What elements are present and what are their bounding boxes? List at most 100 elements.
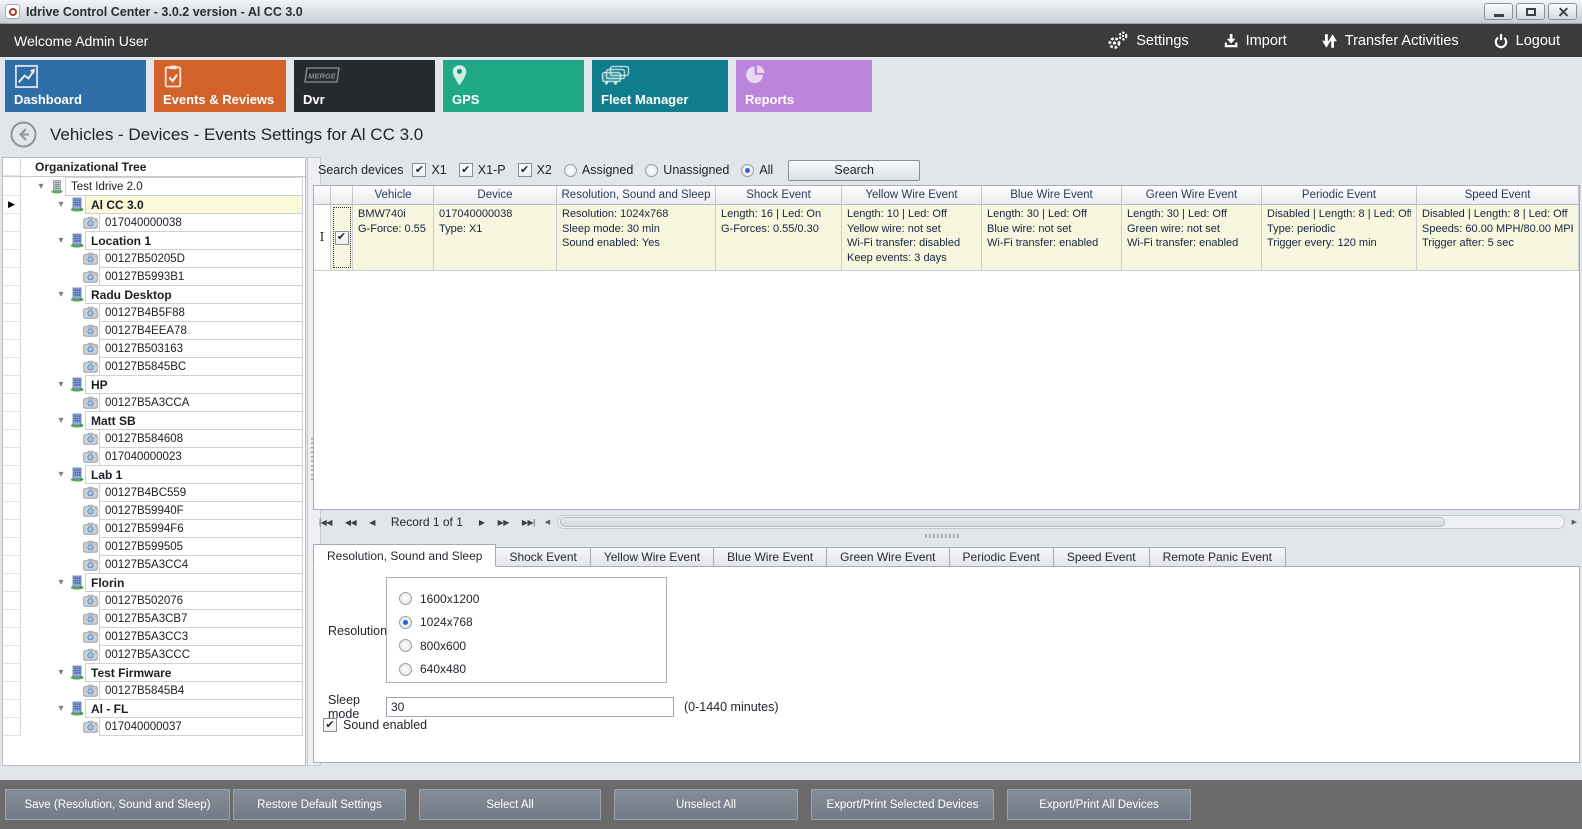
back-button[interactable] xyxy=(10,121,37,148)
module-tab-events-reviews[interactable]: Events & Reviews xyxy=(154,60,286,112)
tree-row-00127b5a3ccc[interactable]: 00127B5A3CCC xyxy=(3,645,305,664)
module-tab-dashboard[interactable]: Dashboard xyxy=(5,60,146,112)
tree-row-al-fl[interactable]: ▾ Al - FL xyxy=(3,699,305,718)
tab-resolution-sound-and-sleep[interactable]: Resolution, Sound and Sleep xyxy=(313,544,497,567)
radio-all[interactable] xyxy=(741,163,755,177)
footer-button-export-print-all-devices[interactable]: Export/Print All Devices xyxy=(1007,789,1191,820)
tree-row-00127b502076[interactable]: 00127B502076 xyxy=(3,591,305,610)
tree-row-017040000023[interactable]: 017040000023 xyxy=(3,447,305,466)
tree-row-00127b5993b1[interactable]: 00127B5993B1 xyxy=(3,267,305,286)
column-header-shock-event[interactable]: Shock Event xyxy=(716,186,842,205)
record-first-button[interactable]: |◀◀ xyxy=(319,517,332,527)
tree-row-00127b5a3cb7[interactable]: 00127B5A3CB7 xyxy=(3,609,305,628)
horizontal-splitter-grip[interactable] xyxy=(925,534,959,538)
horizontal-scrollbar[interactable] xyxy=(557,515,1565,529)
tree-row-00127b59940f[interactable]: 00127B59940F xyxy=(3,501,305,520)
minimize-button[interactable] xyxy=(1484,3,1513,20)
nav-item-settings[interactable]: Settings xyxy=(1106,31,1189,50)
tree-row-00127b4b5f88[interactable]: 00127B4B5F88 xyxy=(3,303,305,322)
checkbox-x1-p[interactable] xyxy=(458,163,473,177)
tree-row-00127b5a3cc3[interactable]: 00127B5A3CC3 xyxy=(3,627,305,646)
tab-shock-event[interactable]: Shock Event xyxy=(495,547,591,567)
tab-green-wire-event[interactable]: Green Wire Event xyxy=(826,547,950,567)
record-last-button[interactable]: ▶▶| xyxy=(521,517,535,527)
chevron-down-icon[interactable]: ▾ xyxy=(58,199,64,210)
column-header-speed-event[interactable]: Speed Event xyxy=(1417,186,1579,205)
tab-blue-wire-event[interactable]: Blue Wire Event xyxy=(713,547,828,567)
sound-enabled-checkbox[interactable] xyxy=(323,718,337,732)
chevron-down-icon[interactable]: ▾ xyxy=(58,415,64,426)
tree-row-00127b5845b4[interactable]: 00127B5845B4 xyxy=(3,681,305,700)
scroll-left-arrow[interactable]: ◀ xyxy=(544,519,551,526)
tree-row-test-idrive-2-0[interactable]: ▾ Test Idrive 2.0 xyxy=(3,177,305,196)
radio-640x480[interactable] xyxy=(399,662,412,676)
column-header-blue-wire-event[interactable]: Blue Wire Event xyxy=(982,186,1122,205)
row-select-checkbox[interactable] xyxy=(334,230,349,245)
tree-row-location-1[interactable]: ▾ Location 1 xyxy=(3,231,305,250)
column-header-green-wire-event[interactable]: Green Wire Event xyxy=(1122,186,1262,205)
tree-row-00127b5a3cc4[interactable]: 00127B5A3CC4 xyxy=(3,555,305,574)
chevron-down-icon[interactable]: ▾ xyxy=(58,469,64,480)
tree-row-00127b599505[interactable]: 00127B599505 xyxy=(3,537,305,556)
module-tab-fleet-manager[interactable]: Fleet Manager xyxy=(592,60,728,112)
tree-row-florin[interactable]: ▾ Florin xyxy=(3,573,305,592)
column-header-vehicle[interactable]: Vehicle xyxy=(353,186,434,205)
radio-assigned[interactable] xyxy=(563,163,577,177)
footer-button-restore-default-settings[interactable]: Restore Default Settings xyxy=(233,789,406,820)
module-tab-gps[interactable]: GPS xyxy=(443,60,584,112)
tab-remote-panic-event[interactable]: Remote Panic Event xyxy=(1148,547,1286,567)
chevron-down-icon[interactable]: ▾ xyxy=(58,379,64,390)
tree-row-017040000038[interactable]: 017040000038 xyxy=(3,213,305,232)
footer-button-export-print-selected-devices[interactable]: Export/Print Selected Devices xyxy=(811,789,994,820)
record-prev-button[interactable]: ◀ xyxy=(369,517,375,527)
chevron-down-icon[interactable]: ▾ xyxy=(58,577,64,588)
footer-button-save-resolution-sound-and-sleep[interactable]: Save (Resolution, Sound and Sleep) xyxy=(5,789,230,820)
tree-row-test-firmware[interactable]: ▾ Test Firmware xyxy=(3,663,305,682)
column-header-resolution-sound-and-sleep[interactable]: Resolution, Sound and Sleep xyxy=(557,186,716,205)
radio-1024x768[interactable] xyxy=(399,615,412,629)
tree-row-00127b503163[interactable]: 00127B503163 xyxy=(3,339,305,358)
tree-row-al-cc-3-0[interactable]: ▶ ▾ Al CC 3.0 xyxy=(3,195,305,214)
nav-item-logout[interactable]: Logout xyxy=(1493,31,1560,50)
tree-row-00127b4bc559[interactable]: 00127B4BC559 xyxy=(3,483,305,502)
footer-button-select-all[interactable]: Select All xyxy=(419,789,601,820)
radio-800x600[interactable] xyxy=(399,639,412,653)
chevron-down-icon[interactable]: ▾ xyxy=(58,289,64,300)
checkbox-x2[interactable] xyxy=(517,163,532,177)
maximize-button[interactable] xyxy=(1516,3,1545,20)
module-tab-reports[interactable]: Reports xyxy=(736,60,872,112)
checkbox-x1[interactable] xyxy=(412,163,427,177)
tab-periodic-event[interactable]: Periodic Event xyxy=(948,547,1054,567)
nav-item-transfer-activities[interactable]: Transfer Activities xyxy=(1321,31,1459,50)
tree-row-00127b584608[interactable]: 00127B584608 xyxy=(3,429,305,448)
chevron-down-icon[interactable]: ▾ xyxy=(58,235,64,246)
close-button[interactable] xyxy=(1548,3,1577,20)
column-header-periodic-event[interactable]: Periodic Event xyxy=(1262,186,1417,205)
column-header-yellow-wire-event[interactable]: Yellow Wire Event xyxy=(842,186,982,205)
tree-row-00127b50205d[interactable]: 00127B50205D xyxy=(3,249,305,268)
scrollbar-thumb[interactable] xyxy=(560,517,1445,527)
tree-row-lab-1[interactable]: ▾ Lab 1 xyxy=(3,465,305,484)
record-next-button[interactable]: ▶ xyxy=(478,517,485,527)
tree-row-radu-desktop[interactable]: ▾ Radu Desktop xyxy=(3,285,305,304)
record-prev-page-button[interactable]: ◀◀ xyxy=(344,517,357,527)
footer-button-unselect-all[interactable]: Unselect All xyxy=(614,789,798,820)
radio-unassigned[interactable] xyxy=(645,163,659,177)
tab-yellow-wire-event[interactable]: Yellow Wire Event xyxy=(589,547,715,567)
tree-row-00127b5994f6[interactable]: 00127B5994F6 xyxy=(3,519,305,538)
search-button[interactable]: Search xyxy=(788,159,921,181)
tree-row-017040000037[interactable]: 017040000037 xyxy=(3,717,305,736)
scroll-right-arrow[interactable]: ▶ xyxy=(1571,519,1577,526)
tree-row-00127b5a3cca[interactable]: 00127B5A3CCA xyxy=(3,393,305,412)
tree-row-hp[interactable]: ▾ HP xyxy=(3,375,305,394)
nav-item-import[interactable]: Import xyxy=(1223,31,1287,50)
record-next-page-button[interactable]: ▶▶ xyxy=(497,517,510,527)
column-header-device[interactable]: Device xyxy=(434,186,557,205)
sleep-mode-input[interactable] xyxy=(386,697,674,717)
radio-1600x1200[interactable] xyxy=(399,592,412,606)
tree-row-matt-sb[interactable]: ▾ Matt SB xyxy=(3,411,305,430)
module-tab-dvr[interactable]: MERGE Dvr xyxy=(294,60,435,112)
tree-row-00127b5845bc[interactable]: 00127B5845BC xyxy=(3,357,305,376)
chevron-down-icon[interactable]: ▾ xyxy=(58,667,64,678)
